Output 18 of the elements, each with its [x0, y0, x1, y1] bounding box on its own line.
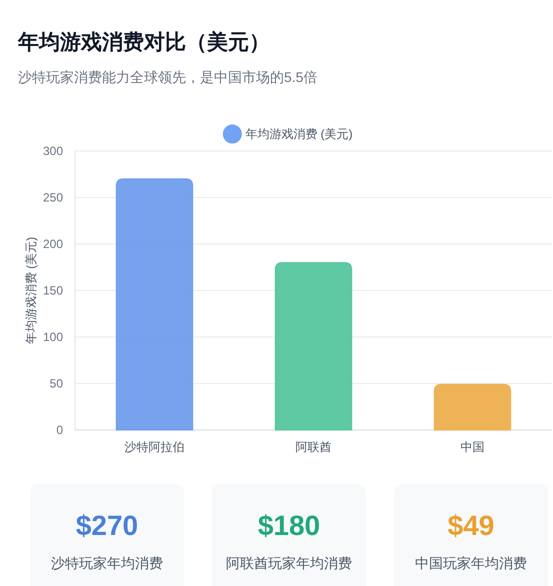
chart-subtitle: 沙特玩家消费能力全球领先，是中国市场的5.5倍	[18, 69, 318, 85]
y-tick-label: 150	[42, 284, 64, 298]
legend-label: 年均游戏消费 (美元)	[245, 127, 353, 141]
x-tick-label: 中国	[460, 440, 484, 454]
y-tick-label: 250	[42, 190, 64, 204]
y-axis-title: 年均游戏消费 (美元)	[24, 236, 38, 344]
y-tick-label: 50	[50, 376, 64, 390]
y-tick-label: 0	[56, 423, 64, 437]
card: $180 阿联酋玩家年均消费	[212, 484, 366, 586]
legend: 年均游戏消费 (美元)	[222, 124, 353, 144]
y-tick-label: 100	[42, 330, 64, 344]
x-tick-label: 沙特阿拉伯	[124, 440, 184, 454]
chart-title: 年均游戏消费对比（美元）	[17, 30, 270, 54]
x-tick-label: 阿联酋	[296, 440, 332, 454]
y-tick-label: 300	[42, 144, 64, 158]
card: $49 中国玩家年均消费	[394, 484, 548, 586]
y-tick-label: 200	[42, 237, 64, 251]
card: $270 沙特玩家年均消费	[30, 484, 184, 586]
